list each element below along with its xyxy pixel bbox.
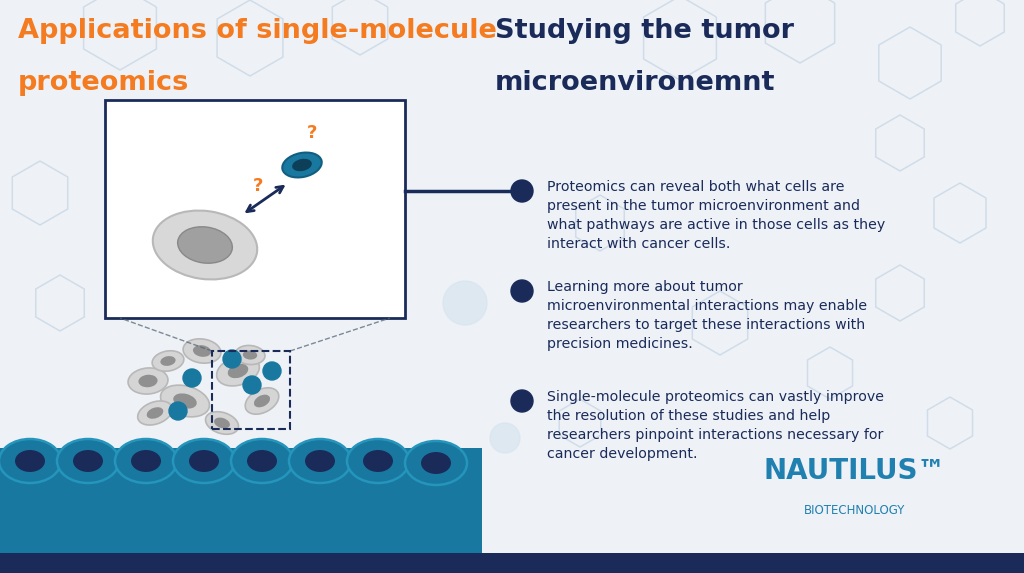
Ellipse shape [247,450,278,472]
Ellipse shape [153,210,257,280]
Text: proteomics: proteomics [18,70,189,96]
Ellipse shape [138,375,158,387]
Ellipse shape [115,439,177,483]
Circle shape [490,423,520,453]
Ellipse shape [193,345,211,357]
Ellipse shape [243,351,257,360]
Ellipse shape [161,356,175,366]
Text: ?: ? [253,177,263,195]
Ellipse shape [227,364,248,378]
Ellipse shape [15,450,45,472]
Text: Proteomics can reveal both what cells are
present in the tumor microenvironment : Proteomics can reveal both what cells ar… [547,180,886,251]
Text: Applications of single-molecule: Applications of single-molecule [18,18,497,44]
FancyBboxPatch shape [105,100,406,318]
Ellipse shape [131,450,161,472]
Text: Single-molecule proteomics can vastly improve
the resolution of these studies an: Single-molecule proteomics can vastly im… [547,390,884,461]
Ellipse shape [292,159,312,171]
Circle shape [169,402,187,420]
Circle shape [512,181,532,201]
Ellipse shape [206,412,239,434]
Text: Learning more about tumor
microenvironmental interactions may enable
researchers: Learning more about tumor microenvironme… [547,280,867,351]
Ellipse shape [236,346,265,364]
Ellipse shape [406,441,467,485]
Circle shape [183,369,201,387]
Ellipse shape [254,395,270,407]
Ellipse shape [137,401,172,425]
Text: NAUTILUS™: NAUTILUS™ [764,457,946,485]
Ellipse shape [231,439,293,483]
Ellipse shape [161,385,210,417]
Ellipse shape [245,388,279,414]
Circle shape [263,362,281,380]
Ellipse shape [214,418,230,429]
Circle shape [243,376,261,394]
Ellipse shape [0,439,61,483]
Ellipse shape [153,351,184,371]
Ellipse shape [128,368,168,394]
Ellipse shape [73,450,103,472]
Text: BIOTECHNOLOGY: BIOTECHNOLOGY [804,504,905,517]
Ellipse shape [146,407,163,419]
Circle shape [443,281,487,325]
Bar [212,351,290,429]
Ellipse shape [189,450,219,472]
Circle shape [511,180,534,202]
Ellipse shape [173,394,197,409]
Circle shape [223,350,241,368]
Ellipse shape [217,356,259,386]
Ellipse shape [305,450,335,472]
Circle shape [511,390,534,412]
Ellipse shape [173,439,234,483]
Ellipse shape [289,439,351,483]
Text: microenvironemnt: microenvironemnt [495,70,775,96]
Ellipse shape [347,439,409,483]
Ellipse shape [362,450,393,472]
Ellipse shape [57,439,119,483]
Ellipse shape [177,227,232,263]
Bar [0,553,1024,573]
Text: Studying the tumor: Studying the tumor [495,18,794,44]
Bar [0,448,482,573]
Text: ?: ? [307,124,317,142]
Ellipse shape [283,152,322,178]
Circle shape [511,280,534,302]
Ellipse shape [421,452,451,474]
Ellipse shape [183,339,221,363]
